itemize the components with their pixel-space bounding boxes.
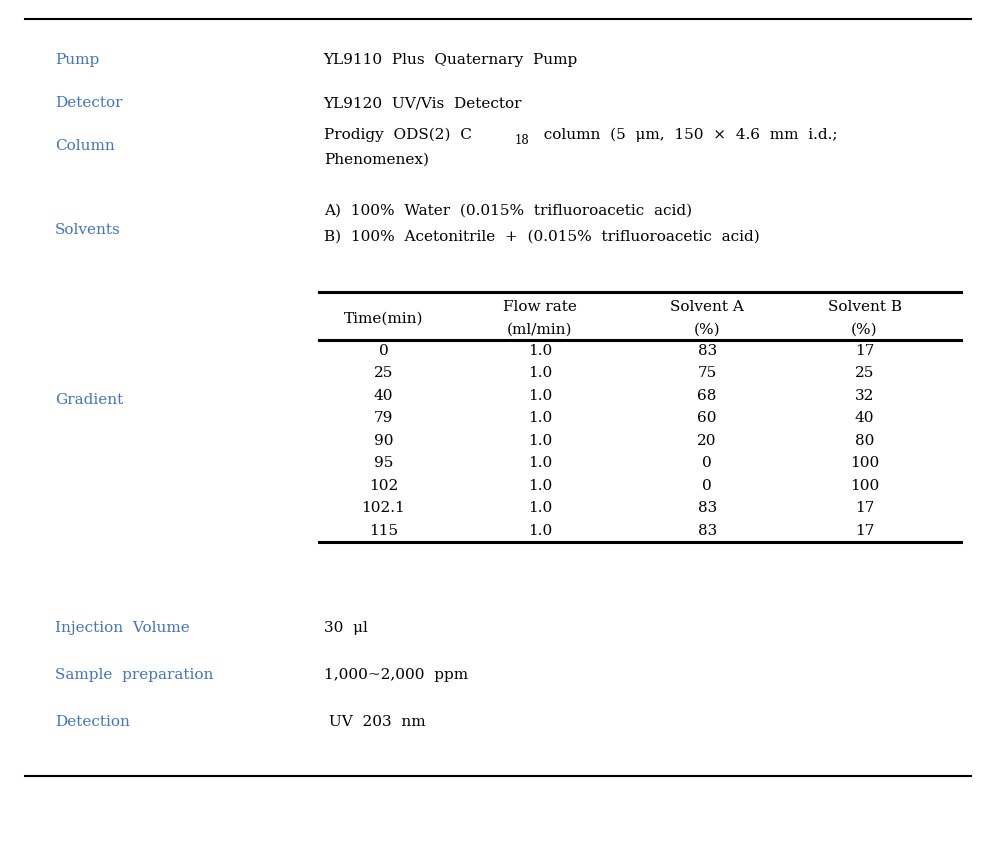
- Text: 102.1: 102.1: [362, 501, 405, 515]
- Text: Solvent A: Solvent A: [670, 300, 744, 314]
- Text: 100: 100: [850, 456, 879, 470]
- Text: 17: 17: [855, 501, 874, 515]
- Text: (ml/min): (ml/min): [507, 322, 573, 336]
- Text: 1.0: 1.0: [528, 411, 552, 426]
- Text: Sample  preparation: Sample preparation: [55, 668, 213, 682]
- Text: 79: 79: [374, 411, 393, 426]
- Text: 1.0: 1.0: [528, 501, 552, 515]
- Text: Time(min): Time(min): [344, 311, 423, 325]
- Text: 1.0: 1.0: [528, 433, 552, 448]
- Text: (%): (%): [694, 322, 720, 336]
- Text: 90: 90: [374, 433, 393, 448]
- Text: 1.0: 1.0: [528, 389, 552, 402]
- Text: 80: 80: [855, 433, 874, 448]
- Text: 30  μl: 30 μl: [324, 621, 368, 635]
- Text: 1,000~2,000  ppm: 1,000~2,000 ppm: [324, 668, 468, 682]
- Text: UV  203  nm: UV 203 nm: [324, 716, 425, 729]
- Text: Detector: Detector: [55, 96, 123, 110]
- Text: 83: 83: [697, 344, 717, 358]
- Text: 60: 60: [697, 411, 717, 426]
- Text: 1.0: 1.0: [528, 344, 552, 358]
- Text: 25: 25: [855, 366, 874, 380]
- Text: 1.0: 1.0: [528, 366, 552, 380]
- Text: A)  100%  Water  (0.015%  trifluoroacetic  acid): A) 100% Water (0.015% trifluoroacetic ac…: [324, 204, 692, 218]
- Text: Gradient: Gradient: [55, 393, 124, 407]
- Text: 25: 25: [374, 366, 393, 380]
- Text: (%): (%): [852, 322, 877, 336]
- Text: YL9110  Plus  Quaternary  Pump: YL9110 Plus Quaternary Pump: [324, 53, 578, 67]
- Text: 32: 32: [855, 389, 874, 402]
- Text: Flow rate: Flow rate: [503, 300, 577, 314]
- Text: 1.0: 1.0: [528, 479, 552, 493]
- Text: 0: 0: [702, 479, 712, 493]
- Text: B)  100%  Acetonitrile  +  (0.015%  trifluoroacetic  acid): B) 100% Acetonitrile + (0.015% trifluoro…: [324, 230, 759, 243]
- Text: Pump: Pump: [55, 53, 99, 67]
- Text: Column: Column: [55, 139, 115, 153]
- Text: Detection: Detection: [55, 716, 129, 729]
- Text: 102: 102: [369, 479, 398, 493]
- Text: 0: 0: [378, 344, 388, 358]
- Text: YL9120  UV/Vis  Detector: YL9120 UV/Vis Detector: [324, 96, 522, 110]
- Text: Solvents: Solvents: [55, 223, 121, 237]
- Text: 75: 75: [697, 366, 717, 380]
- Text: Phenomenex): Phenomenex): [324, 152, 428, 166]
- Text: Solvent B: Solvent B: [828, 300, 901, 314]
- Text: 17: 17: [855, 344, 874, 358]
- Text: column  (5  μm,  150  ×  4.6  mm  i.d.;: column (5 μm, 150 × 4.6 mm i.d.;: [534, 128, 837, 142]
- Text: 68: 68: [697, 389, 717, 402]
- Text: 83: 83: [697, 501, 717, 515]
- Text: 95: 95: [374, 456, 393, 470]
- Text: 17: 17: [855, 524, 874, 538]
- Text: 40: 40: [855, 411, 874, 426]
- Text: 115: 115: [369, 524, 398, 538]
- Text: 1.0: 1.0: [528, 456, 552, 470]
- Text: 40: 40: [374, 389, 393, 402]
- Text: 0: 0: [702, 456, 712, 470]
- Text: Prodigy  ODS(2)  C: Prodigy ODS(2) C: [324, 128, 471, 142]
- Text: Injection  Volume: Injection Volume: [55, 621, 189, 635]
- Text: 1.0: 1.0: [528, 524, 552, 538]
- Text: 20: 20: [697, 433, 717, 448]
- Text: 83: 83: [697, 524, 717, 538]
- Text: 18: 18: [515, 134, 529, 147]
- Text: 100: 100: [850, 479, 879, 493]
